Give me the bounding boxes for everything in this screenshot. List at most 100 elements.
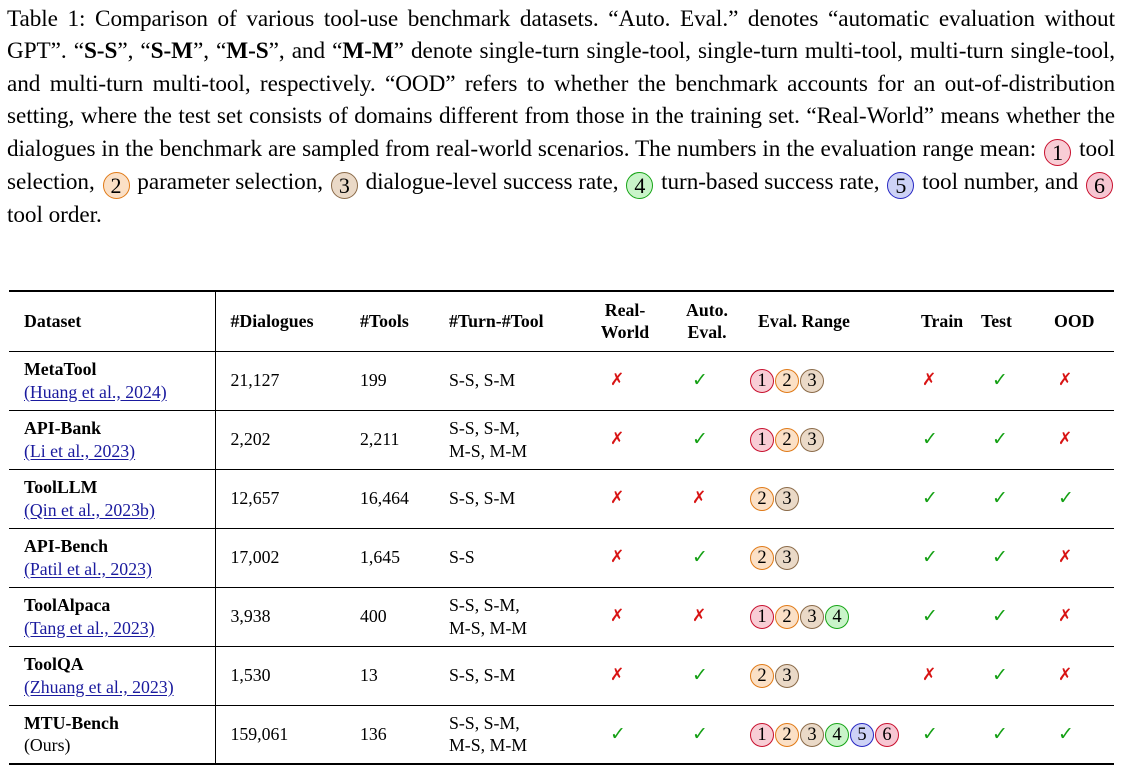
cross-mark: ✗ (610, 606, 625, 627)
header-eval-range: Eval. Range (758, 311, 850, 332)
citation-link[interactable]: (Huang et al., 2024) (24, 381, 167, 402)
check-mark: ✓ (610, 723, 626, 745)
check-mark: ✓ (1058, 487, 1074, 510)
legend-text-5: tool number, and (922, 168, 1079, 195)
cell-train: ✓ (916, 705, 981, 764)
legend-circle-2: 2 (102, 171, 130, 199)
cell-auto-eval: ✓ (666, 646, 748, 705)
cell-turn-tool: S-S, S-M, M-S, M-M (434, 410, 584, 469)
cell-ood: ✗ (1044, 646, 1114, 705)
cell-ood: ✓ (1044, 705, 1114, 764)
legend-text-2: parameter selection, (137, 168, 324, 195)
cell-turn-tool: S-S, S-M (434, 646, 584, 705)
caption-text: ”, and “ (268, 38, 343, 65)
cross-mark: ✗ (692, 606, 707, 627)
cell-real-world: ✗ (584, 469, 666, 528)
cross-mark: ✗ (1058, 665, 1073, 686)
turn-tool-line1: S-S, S-M, (449, 595, 520, 615)
header-ood: OOD (1054, 311, 1095, 332)
check-mark: ✓ (992, 428, 1008, 451)
legend-text-6: tool order. (7, 201, 102, 228)
caption-term-mm: M-M (342, 38, 394, 65)
cross-mark: ✗ (1058, 547, 1073, 568)
cell-auto-eval: ✓ (666, 351, 748, 410)
check-mark: ✓ (692, 664, 708, 687)
legend-circle-3: 3 (330, 171, 358, 199)
range-circle-3: 3 (800, 604, 824, 629)
cell-dataset: ToolAlpaca (Tang et al., 2023) (9, 587, 216, 646)
cross-mark: ✗ (610, 665, 625, 686)
citation-link[interactable]: (Li et al., 2023) (24, 440, 136, 461)
range-circle-5: 5 (850, 722, 874, 747)
cross-mark: ✗ (692, 488, 707, 509)
range-circle-2: 2 (775, 368, 799, 393)
cell-auto-eval: ✓ (666, 410, 748, 469)
check-mark: ✓ (992, 723, 1008, 745)
cell-real-world: ✗ (584, 528, 666, 587)
turn-tool-line2: M-S, M-M (449, 440, 528, 461)
dataset-name: MetaTool (24, 359, 97, 379)
range-circle-1: 1 (750, 368, 774, 393)
dataset-name: API-Bank (24, 418, 102, 438)
cell-dialogues: 21,127 (230, 370, 280, 391)
cell-dataset: ToolQA (Zhuang et al., 2023) (9, 646, 216, 705)
range-circle-3: 3 (775, 545, 799, 570)
cell-auto-eval: ✓ (666, 705, 748, 764)
cell-dataset: API-Bench (Patil et al., 2023) (9, 528, 216, 587)
benchmark-comparison-table: Dataset #Dialogues #Tools #Turn-#Tool Re… (9, 290, 1114, 765)
table-row: ToolAlpaca (Tang et al., 2023) 3,938 400 S-S… (9, 587, 1114, 646)
check-mark: ✓ (922, 546, 938, 569)
turn-tool-line1: S-S, S-M, (449, 712, 520, 733)
check-mark: ✓ (692, 428, 708, 451)
table-row: MetaTool (Huang et al., 2024) 21,127 199 S-S… (9, 351, 1114, 410)
cell-turn-tool: S-S, S-M, M-S, M-M (434, 705, 584, 764)
header-tools: #Tools (360, 311, 409, 332)
citation-link[interactable]: (Patil et al., 2023) (24, 558, 152, 579)
range-circle-1: 1 (750, 604, 774, 629)
check-mark: ✓ (692, 723, 708, 745)
check-mark: ✓ (922, 605, 938, 628)
cell-turn-tool: S-S, S-M (434, 351, 584, 410)
citation-link[interactable]: (Qin et al., 2023b) (24, 499, 155, 520)
range-circle-6: 6 (875, 722, 899, 747)
check-mark: ✓ (992, 605, 1008, 628)
legend-circle-4: 4 (626, 171, 654, 199)
cross-mark: ✗ (1058, 429, 1073, 450)
cell-train: ✗ (916, 646, 981, 705)
cell-train: ✗ (916, 351, 981, 410)
range-circle-4: 4 (825, 604, 849, 629)
cross-mark: ✗ (922, 665, 937, 686)
header-auto-eval-line1: Auto. (686, 300, 728, 321)
cell-dialogues: 1,530 (230, 665, 271, 686)
cell-train: ✓ (916, 410, 981, 469)
cell-dialogues: 3,938 (230, 606, 271, 627)
cell-real-world: ✓ (584, 705, 666, 764)
turn-tool-line1: S-S (449, 547, 475, 568)
table-row: API-Bench (Patil et al., 2023) 17,002 1,645… (9, 528, 1114, 587)
range-circle-3: 3 (775, 663, 799, 688)
table-row: MTU-Bench (Ours) 159,061 136 S-S, S-M, M-S, M… (9, 705, 1114, 764)
check-mark: ✓ (922, 723, 938, 745)
check-mark: ✓ (922, 428, 938, 451)
cell-real-world: ✗ (584, 587, 666, 646)
caption-term-sm: S-M (150, 38, 193, 65)
header-auto-eval: Auto. Eval. (666, 291, 748, 351)
header-train: Train (921, 311, 964, 332)
citation-link[interactable]: (Zhuang et al., 2023) (24, 676, 174, 697)
turn-tool-line1: S-S, S-M (449, 370, 516, 391)
caption-text: ”, “ (117, 38, 151, 65)
cell-dataset: MTU-Bench (Ours) (9, 705, 216, 764)
caption-text: ”, “ (192, 38, 227, 65)
range-circle-3: 3 (800, 368, 824, 393)
citation-link[interactable]: (Tang et al., 2023) (24, 617, 155, 638)
cell-test: ✓ (981, 587, 1044, 646)
cell-tools: 16,464 (360, 488, 409, 509)
table-header-row: Dataset #Dialogues #Tools #Turn-#Tool Re… (9, 291, 1114, 351)
table-row: ToolLLM (Qin et al., 2023b) 12,657 16,464 S-… (9, 469, 1114, 528)
cell-train: ✓ (916, 469, 981, 528)
